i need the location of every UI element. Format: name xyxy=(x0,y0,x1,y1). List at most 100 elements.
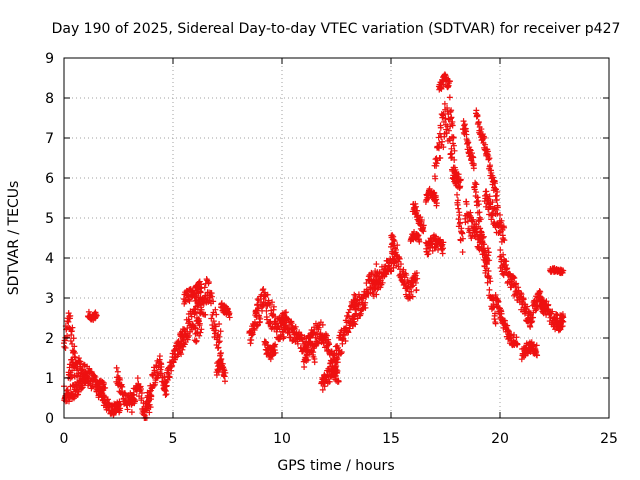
data-point xyxy=(492,185,499,192)
data-point xyxy=(455,171,462,178)
data-point xyxy=(470,154,477,161)
data-point xyxy=(473,107,480,114)
data-point xyxy=(486,286,493,293)
data-point xyxy=(480,241,487,248)
data-point xyxy=(425,250,432,257)
data-point xyxy=(260,286,267,293)
y-tick-label: 1 xyxy=(45,371,54,387)
data-point xyxy=(158,363,165,370)
data-point xyxy=(537,294,544,301)
data-point xyxy=(447,115,454,122)
data-point xyxy=(161,387,168,394)
data-point xyxy=(357,310,364,317)
data-point xyxy=(510,274,517,281)
data-point xyxy=(170,359,177,366)
data-point xyxy=(192,325,199,332)
data-point xyxy=(148,392,155,399)
data-point xyxy=(217,356,224,363)
data-point xyxy=(264,316,271,323)
data-point xyxy=(408,288,415,295)
data-point xyxy=(294,340,301,347)
data-point xyxy=(533,342,540,349)
data-point xyxy=(166,373,173,380)
data-point xyxy=(537,288,544,295)
data-point xyxy=(400,266,407,273)
data-point xyxy=(192,324,199,331)
data-point xyxy=(308,348,315,355)
data-point xyxy=(513,334,520,341)
data-point xyxy=(212,327,219,334)
data-point xyxy=(489,199,496,206)
data-point xyxy=(145,402,152,409)
data-point xyxy=(446,78,453,85)
data-point xyxy=(471,186,478,193)
data-point xyxy=(549,308,556,315)
data-point xyxy=(450,172,457,179)
data-point xyxy=(70,335,77,342)
data-point xyxy=(222,369,229,376)
data-point xyxy=(352,321,359,328)
data-point xyxy=(373,261,380,268)
y-tick-label: 7 xyxy=(45,131,54,147)
data-point xyxy=(71,392,78,399)
data-point xyxy=(480,247,487,254)
data-point xyxy=(326,341,333,348)
x-tick-label: 5 xyxy=(169,431,178,447)
data-point xyxy=(444,105,451,112)
data-point xyxy=(377,284,384,291)
data-point xyxy=(439,250,446,257)
data-point xyxy=(475,118,482,125)
data-point xyxy=(196,320,203,327)
data-point xyxy=(332,372,339,379)
data-point xyxy=(459,249,466,256)
data-point xyxy=(433,160,440,167)
data-point xyxy=(454,197,461,204)
data-point xyxy=(408,283,415,290)
data-point xyxy=(400,282,407,289)
data-point xyxy=(92,374,99,381)
data-point xyxy=(412,203,419,210)
data-point xyxy=(131,391,138,398)
data-point xyxy=(477,225,484,232)
data-point xyxy=(497,246,504,253)
data-point xyxy=(396,255,403,262)
data-point xyxy=(450,134,457,141)
y-tick-label: 9 xyxy=(45,51,54,67)
data-point xyxy=(305,338,312,345)
data-point xyxy=(411,204,418,211)
data-point xyxy=(341,332,348,339)
data-point xyxy=(455,216,462,223)
y-tick-label: 3 xyxy=(45,291,54,307)
data-point xyxy=(467,209,474,216)
data-point xyxy=(137,386,144,393)
data-point xyxy=(527,323,534,330)
data-point xyxy=(457,176,464,183)
data-point xyxy=(394,242,401,249)
data-point xyxy=(179,346,186,353)
data-point xyxy=(191,293,198,300)
data-point xyxy=(391,238,398,245)
data-point xyxy=(272,349,279,356)
data-point xyxy=(257,315,264,322)
data-point xyxy=(451,147,458,154)
data-point xyxy=(413,269,420,276)
data-point xyxy=(75,373,82,380)
data-point xyxy=(202,311,209,318)
data-point xyxy=(334,359,341,366)
data-point xyxy=(292,323,299,330)
data-point xyxy=(311,359,318,366)
data-point xyxy=(557,326,564,333)
data-point xyxy=(297,331,304,338)
data-point xyxy=(163,391,170,398)
data-point xyxy=(441,100,448,107)
y-tick-label: 6 xyxy=(45,171,54,187)
data-point xyxy=(493,196,500,203)
data-point xyxy=(486,155,493,162)
data-point xyxy=(498,310,505,317)
data-point xyxy=(448,114,455,121)
data-point xyxy=(404,277,411,284)
data-point xyxy=(369,271,376,278)
x-tick-label: 15 xyxy=(382,431,400,447)
data-point xyxy=(154,368,161,375)
plot-frame xyxy=(63,57,610,419)
